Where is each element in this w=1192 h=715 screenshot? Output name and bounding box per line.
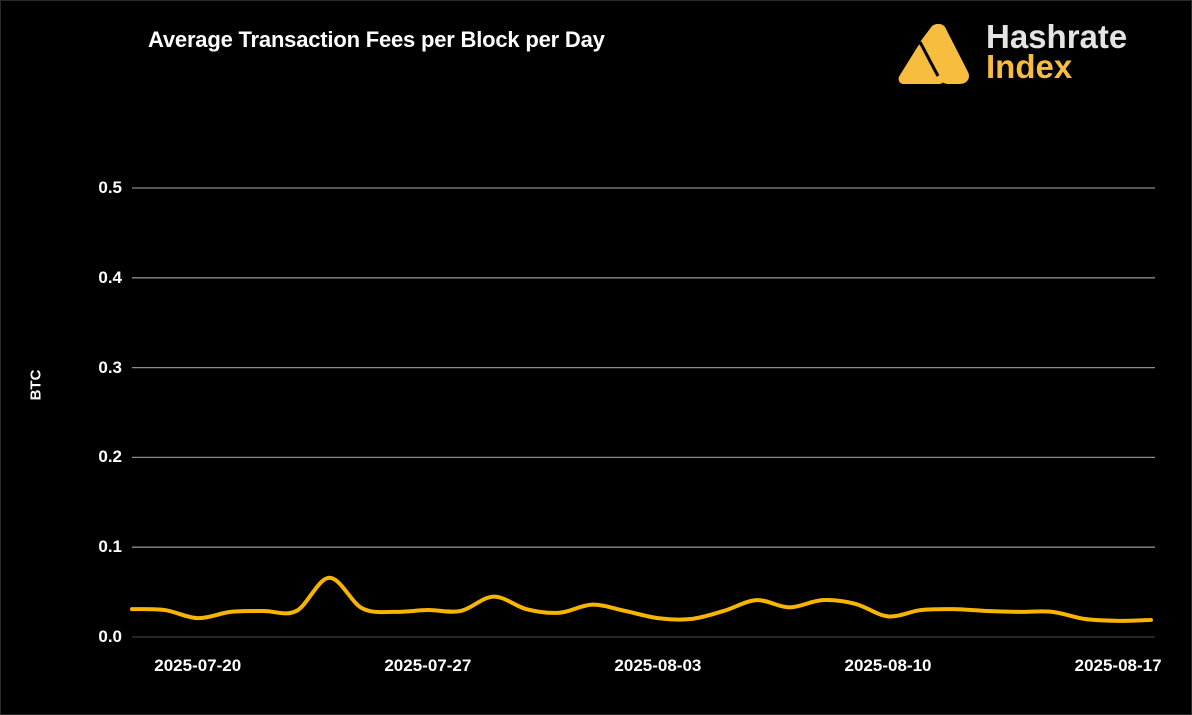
gridlines [132, 187, 1155, 638]
y-tick: 0.1 [98, 537, 122, 557]
logo-text-index: Index [986, 48, 1073, 85]
x-tick: 2025-08-03 [614, 656, 702, 675]
hashrate-index-logo: Hashrate Index [898, 18, 1168, 86]
chart-title: Average Transaction Fees per Block per D… [148, 27, 605, 52]
x-tick: 2025-07-20 [154, 656, 242, 675]
y-tick: 0.5 [98, 178, 122, 197]
hashrate-index-logo-icon [898, 24, 969, 84]
y-tick: 0.0 [98, 627, 122, 646]
fee-series-line [130, 575, 1153, 623]
x-tick: 2025-08-10 [844, 656, 932, 675]
x-tick: 2025-08-17 [1074, 656, 1162, 675]
y-tick: 0.4 [98, 267, 122, 287]
logo-text-hashrate: Hashrate [986, 18, 1128, 55]
y-tick: 0.2 [98, 447, 122, 467]
y-tick: 0.3 [98, 357, 122, 377]
x-tick: 2025-07-27 [384, 656, 472, 675]
